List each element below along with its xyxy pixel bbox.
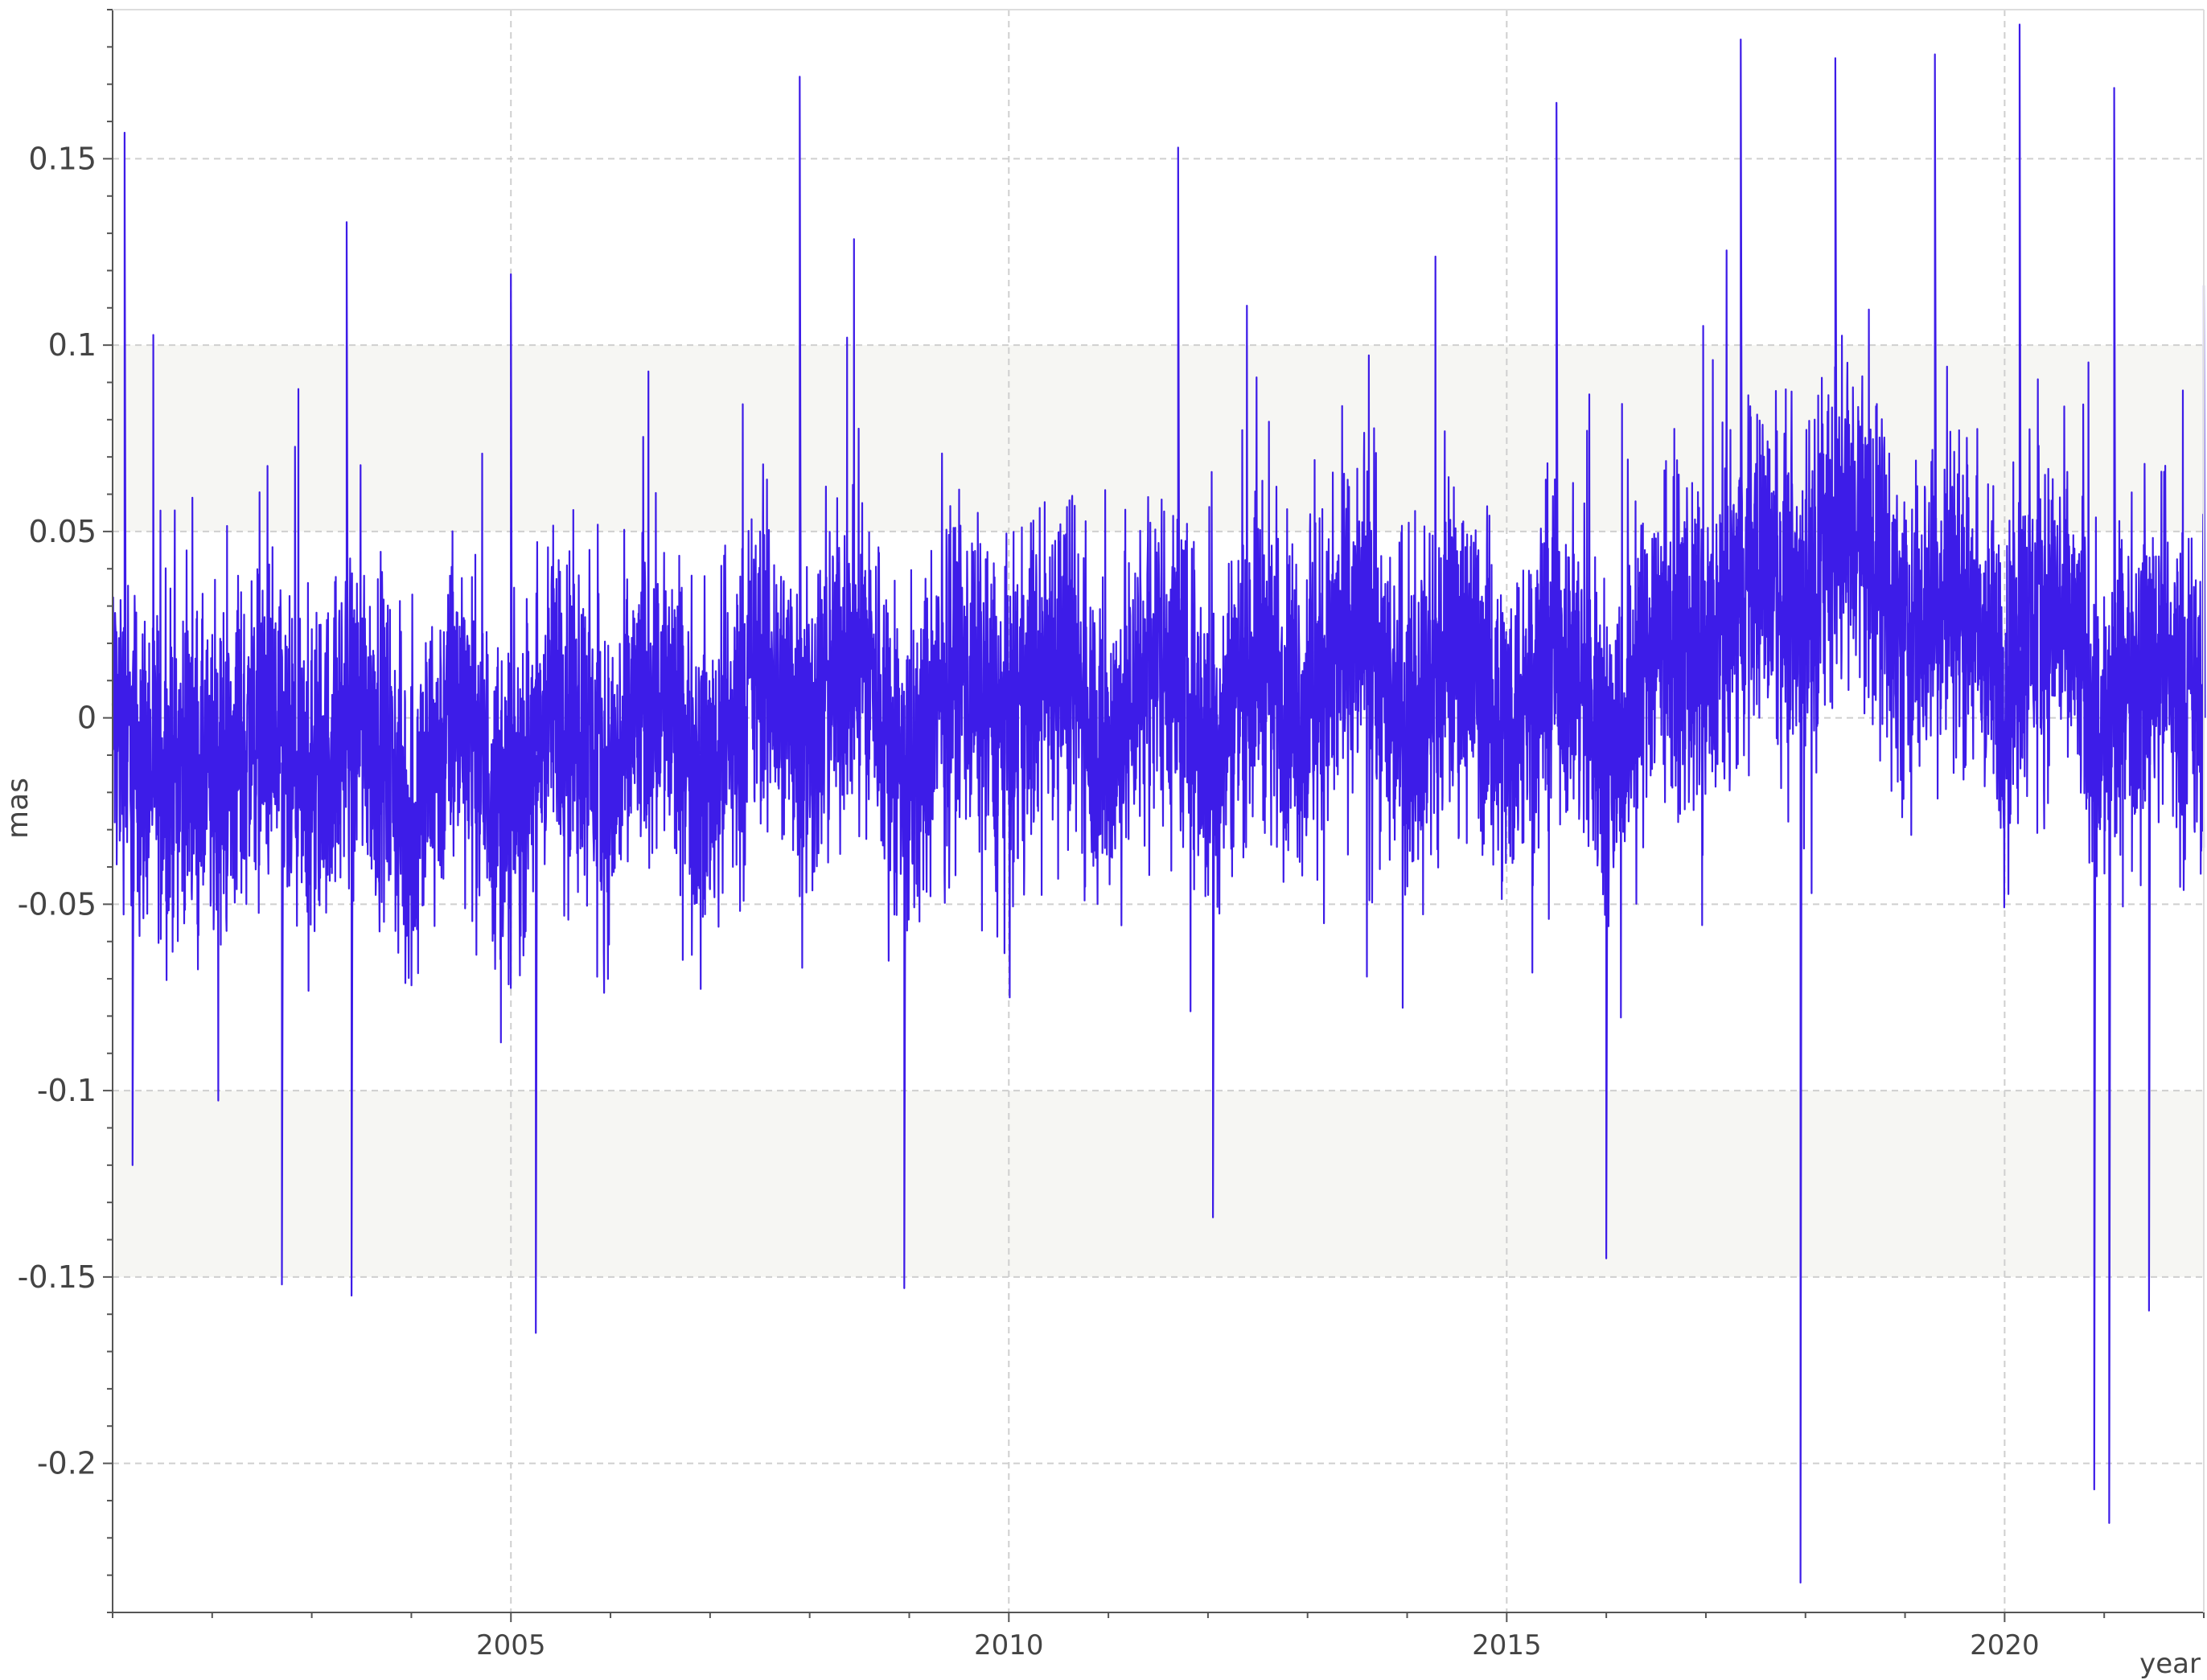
axes	[103, 9, 2205, 1622]
x-tick-label: 2020	[1970, 1629, 2040, 1662]
y-tick-label: -0.2	[37, 1446, 97, 1481]
y-axis-label: mas	[2, 778, 35, 839]
y-tick-label: 0	[77, 700, 97, 736]
x-tick-label: 2005	[476, 1629, 546, 1662]
y-tick-label: 0.15	[28, 141, 97, 176]
y-tick-label: 0.05	[28, 514, 97, 549]
y-tick-label: -0.15	[18, 1259, 97, 1295]
tick-labels: 0.15 0.1 0.05 0 -0.05 -0.1 -0.15 -0.2 2005 2010 20…	[18, 141, 2040, 1662]
y-tick-label: -0.05	[18, 886, 97, 922]
x-tick-label: 2010	[974, 1629, 1044, 1662]
shaded-bands	[113, 345, 2204, 1277]
y-tick-label: -0.1	[37, 1073, 97, 1108]
y-tick-label: 0.1	[48, 327, 97, 363]
shaded-band-1	[113, 1091, 2204, 1277]
series-line-0	[111, 23, 2206, 1583]
x-axis-label: year	[2139, 1648, 2201, 1680]
series-layer	[111, 23, 2206, 1583]
x-tick-label: 2015	[1472, 1629, 1542, 1662]
